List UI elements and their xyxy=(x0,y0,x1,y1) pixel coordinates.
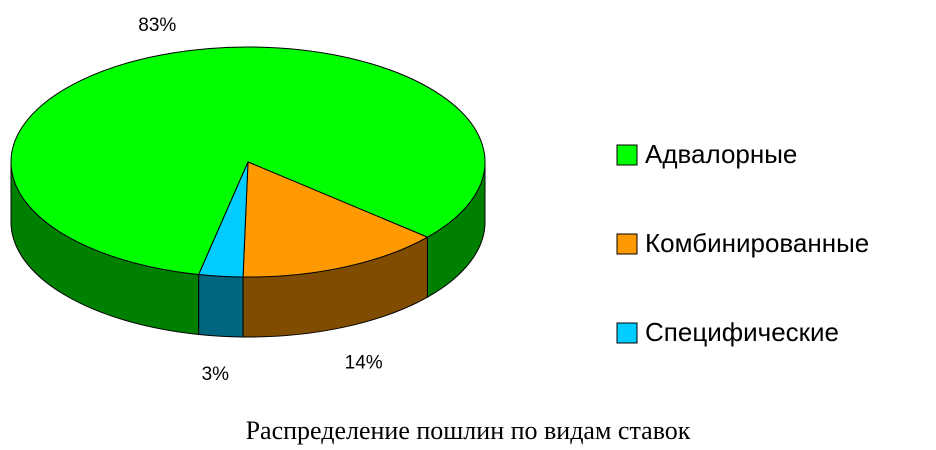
data-label: 83% xyxy=(138,15,176,36)
pie-slice xyxy=(197,161,249,278)
legend-swatch xyxy=(616,322,638,344)
chart-title: Распределение пошлин по видам ставок xyxy=(246,416,691,445)
legend-swatch xyxy=(616,233,638,255)
legend-swatch xyxy=(616,144,638,166)
pie-slice xyxy=(242,161,429,278)
legend-label: Специфические xyxy=(645,317,839,347)
legend-label: Комбинированные xyxy=(645,228,869,258)
pie-slice xyxy=(10,46,486,276)
data-label: 14% xyxy=(345,352,383,373)
pie-side xyxy=(198,273,244,338)
data-label: 3% xyxy=(202,364,230,385)
legend-label: Адвалорные xyxy=(645,139,797,169)
